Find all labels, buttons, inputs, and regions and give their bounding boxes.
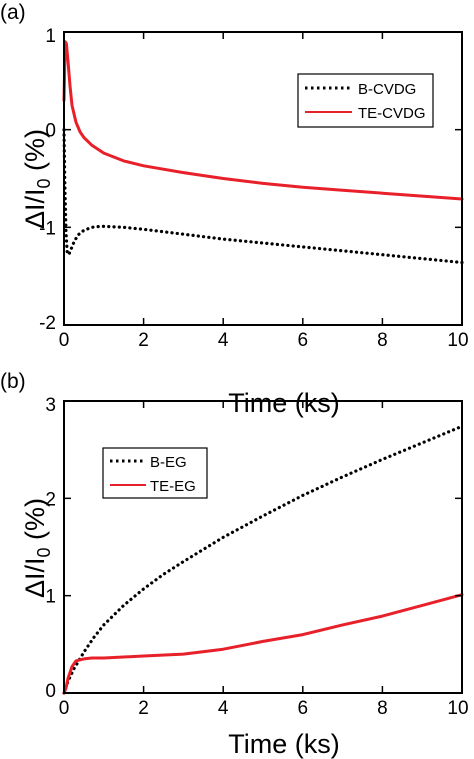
legend-b-eg-label: B-EG [150, 454, 187, 471]
panel-b-y-tick-label: 1 [45, 587, 56, 608]
panel-a: (a) 0 2 4 6 8 10-2-101 Time (ks) ΔI/I0 (%) B-… [0, 1, 469, 418]
legend-te-eg-label: TE-EG [150, 478, 196, 495]
panel-b-y-tick-label: 3 [45, 395, 56, 416]
panel-a-legend: B-CVDG TE-CVDG [297, 73, 434, 128]
panel-a-x-axis-label: Time (ks) [228, 388, 339, 418]
panel-a-y-axis-label-main: ΔI/I [20, 188, 50, 229]
panel-b-legend: B-EG TE-EG [102, 447, 208, 499]
panel-a-frame [63, 31, 463, 326]
panel-a-label: (a) [0, 1, 26, 24]
series-line-b-cvdg [62, 128, 464, 265]
panel-b-x-tick-label: 6 [298, 698, 309, 719]
panel-a-ticks: 0 2 4 6 8 10 -2 -1 0 1 [39, 26, 468, 351]
panel-a-x-tick-label: 0 [59, 330, 70, 351]
legend-te-cvdg-label: TE-CVDG [358, 105, 426, 122]
panel-b-y-axis-label-unit: (%) [20, 498, 50, 548]
panel-b-x-tick-label: 8 [377, 698, 388, 719]
panel-b-plot-area [62, 424, 464, 695]
panel-b-y-tick-label: 0 [45, 681, 56, 702]
panel-a-plot-area [62, 40, 464, 265]
panel-b-x-tick-label: 2 [138, 698, 149, 719]
panel-a-y-axis-label: ΔI/I0 (%) [20, 129, 54, 229]
panel-a-legend-box [297, 73, 434, 128]
series-line-te-cvdg [62, 40, 464, 201]
panel-a-y-axis-label-sub: 0 [34, 178, 54, 188]
panel-b-y-axis-label: ΔI/I0 (%) [20, 498, 54, 598]
panel-a-y-tick-label: 0 [45, 121, 56, 142]
panel-b-x-tick-label: 10 [447, 698, 468, 719]
series-line-te-eg [62, 593, 464, 695]
panel-a-x-tick-label: 2 [138, 330, 149, 351]
panel-a-y-axis-label-unit: (%) [20, 129, 50, 179]
panel-b-label: (b) [0, 370, 26, 393]
panel-b-x-tick-label: 0 [59, 698, 70, 719]
legend-b-cvdg-label: B-CVDG [358, 81, 416, 98]
panel-a-x-tick-label: 8 [377, 330, 388, 351]
panel-a-x-tick-label: 6 [298, 330, 309, 351]
panel-a-x-tick-label: 4 [218, 330, 229, 351]
panel-b-frame [63, 400, 463, 694]
panel-b-legend-box [102, 447, 208, 499]
panel-a-x-tick-label: 10 [447, 330, 468, 351]
panel-a-y-tick-label: 1 [45, 26, 56, 47]
panel-b-y-axis-label-sub: 0 [34, 547, 54, 557]
panel-b-x-tick-label: 4 [218, 698, 229, 719]
panel-b-y-tick-label: 2 [45, 489, 56, 510]
panel-a-y-tick-label: -2 [39, 313, 56, 334]
panel-b-ticks: 0 2 4 6 8 10 0 1 2 3 [45, 395, 468, 719]
panel-b-x-axis-label: Time (ks) [228, 729, 339, 759]
panel-a-y-tick-label: -1 [39, 218, 56, 239]
series-line-b-eg [62, 424, 464, 695]
panel-b-y-axis-label-main: ΔI/I [20, 557, 50, 598]
